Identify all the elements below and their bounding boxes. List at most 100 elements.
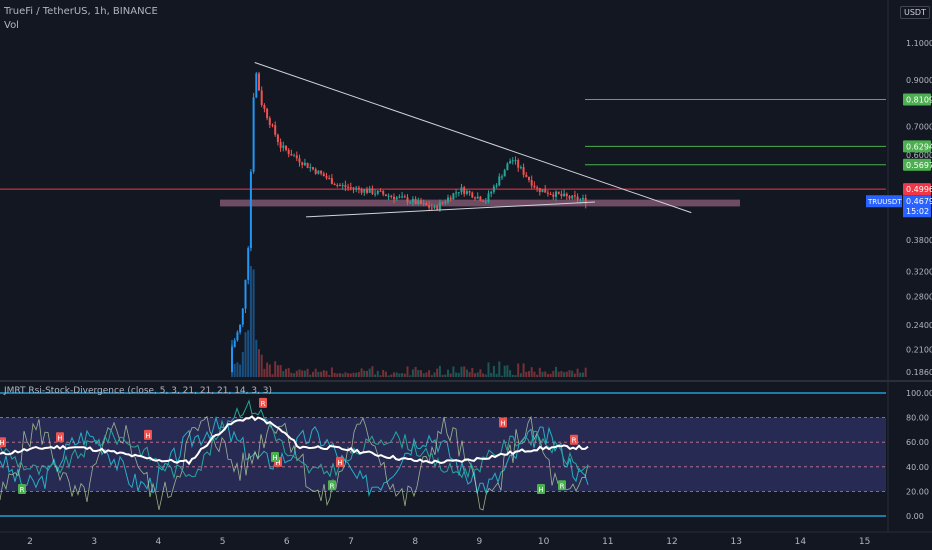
candle-body [428,205,431,208]
candle-body [376,190,379,194]
candle-body [560,193,563,197]
last-price-box [903,195,931,218]
candle-body [290,154,293,156]
candle-body [398,196,401,198]
currency-button[interactable]: USDT [900,6,930,19]
signal-label-box [0,437,6,448]
candle-body [357,187,360,190]
candle-body [241,308,244,325]
candle-body [474,197,476,199]
price-tick-label: 0.2100 [906,346,932,355]
signal-label-text: H [275,459,280,467]
candle-body [266,108,269,119]
volume-bar [382,369,385,377]
volume-bar [546,373,549,377]
volume-bar [447,369,449,377]
time-tick-label: 2 [27,537,33,547]
volume-bar [239,364,242,377]
candle-body [368,188,371,193]
oscillator-tick-label: 80.00 [906,414,929,423]
volume-bar [336,373,339,377]
price-tick-label: 0.9000 [906,76,932,85]
oscillator-band [0,417,886,492]
price-tag-label: 0.6294 [906,142,932,151]
signal-label-text: R [572,437,577,445]
volume-bar [571,370,574,377]
candle-body [231,347,233,372]
candle-body [468,191,471,193]
last-price-countdown: 15:02 [906,207,929,216]
candle-body [552,194,555,197]
volume-bar [271,374,274,377]
candle-body [309,167,312,169]
volume-bar [379,375,382,377]
time-tick-label: 15 [859,537,870,547]
candle-body [487,193,490,202]
volume-bar [403,373,406,377]
volume-bar [563,372,566,377]
candle-body [279,142,282,148]
signal-label-text: H [57,434,62,442]
candle-body [249,171,252,249]
price-tick-label: 0.2800 [906,292,932,301]
volume-bar [576,368,579,377]
candle-body [374,193,377,195]
candle-body [274,125,277,135]
candle-body [528,176,530,180]
candle-body [514,160,517,162]
volume-bar [387,375,390,377]
volume-bar [487,362,490,377]
time-tick-label: 14 [795,537,807,547]
candle-body [538,187,541,193]
last-price-symbol: TRUUSDT [867,198,902,206]
volume-bar [249,266,252,377]
volume-bar [360,368,363,377]
candle-body [255,73,258,98]
volume-bar [533,371,536,377]
volume-bar [309,374,312,377]
candle-body [557,191,560,194]
time-tick-label: 8 [412,537,418,547]
price-tick-label: 0.7000 [906,123,932,132]
volume-bar [357,371,360,377]
time-tick-label: 7 [348,537,354,547]
candle-body [584,198,587,204]
volume-bar [498,361,501,377]
candle-body [330,178,333,185]
candle-body [406,197,409,203]
signal-label-text: R [330,482,335,490]
candle-body [268,118,271,125]
volume-bar [374,374,377,377]
volume-bar [441,374,444,377]
time-tick-label: 12 [666,537,677,547]
candle-body [285,145,287,150]
candle-body [544,189,547,193]
candle-body [252,97,255,172]
candle-body [417,200,420,204]
candle-body [328,178,331,180]
candle-body [371,188,374,194]
candle-body [239,324,242,333]
volume-bar [330,367,333,377]
candle-body [425,202,428,206]
candle-body [314,169,317,174]
candle-body [344,185,347,187]
price-tick-label: 0.3200 [906,268,932,277]
candle-body [501,176,503,178]
signal-label-text: R [560,482,565,490]
candle-body [260,90,263,105]
candle-body [582,198,584,200]
volume-bar [366,370,368,377]
candle-body [517,160,520,168]
volume-bar [422,373,425,377]
volume-bar [506,365,509,377]
volume-bar [241,351,244,377]
volume-bar [584,367,587,377]
volume-bar [298,369,301,377]
time-tick-label: 11 [602,537,613,547]
time-tick-label: 4 [156,537,162,547]
volume-bar [247,330,250,377]
candle-body [525,174,528,177]
volume-bar [287,368,290,377]
